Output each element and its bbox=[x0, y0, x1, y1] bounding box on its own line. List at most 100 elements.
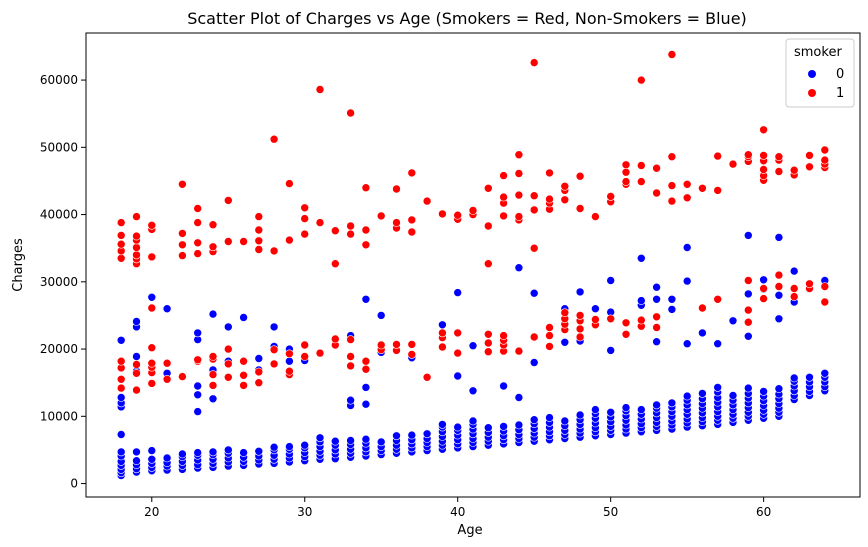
data-point-smoker-0 bbox=[468, 386, 478, 396]
y-tick-label: 30000 bbox=[40, 275, 78, 289]
data-point-smoker-0 bbox=[743, 289, 753, 299]
legend-box bbox=[785, 38, 855, 108]
data-point-smoker-0 bbox=[514, 263, 524, 273]
data-point-smoker-0 bbox=[636, 296, 646, 305]
data-point-smoker-0 bbox=[422, 429, 432, 439]
data-point-smoker-1 bbox=[453, 328, 463, 338]
data-point-smoker-1 bbox=[269, 246, 279, 256]
data-point-smoker-1 bbox=[698, 184, 707, 193]
data-point-smoker-0 bbox=[376, 311, 386, 320]
data-point-smoker-1 bbox=[743, 276, 753, 285]
data-point-smoker-0 bbox=[652, 282, 661, 292]
data-point-smoker-1 bbox=[224, 372, 233, 382]
data-point-smoker-1 bbox=[116, 218, 126, 227]
data-point-smoker-1 bbox=[514, 346, 524, 356]
data-point-smoker-1 bbox=[805, 151, 814, 160]
data-point-smoker-1 bbox=[269, 345, 279, 355]
data-point-smoker-1 bbox=[376, 211, 386, 221]
data-point-smoker-1 bbox=[560, 195, 570, 205]
data-point-smoker-1 bbox=[774, 152, 784, 161]
data-point-smoker-0 bbox=[208, 394, 218, 404]
data-point-smoker-1 bbox=[713, 151, 723, 161]
data-point-smoker-1 bbox=[621, 329, 631, 339]
data-point-smoker-1 bbox=[147, 343, 157, 353]
data-point-smoker-1 bbox=[392, 184, 401, 194]
data-point-smoker-1 bbox=[346, 335, 355, 344]
data-point-smoker-1 bbox=[285, 235, 294, 245]
data-point-smoker-0 bbox=[774, 314, 784, 324]
data-point-smoker-1 bbox=[300, 340, 310, 350]
data-point-smoker-1 bbox=[254, 236, 264, 246]
data-point-smoker-0 bbox=[162, 304, 172, 314]
plot-area: 20 30 40 50 60 0 10000 20000 30000 40000 50000 600… bbox=[40, 32, 861, 519]
data-point-smoker-1 bbox=[591, 315, 600, 324]
data-point-smoker-1 bbox=[575, 311, 585, 320]
data-point-smoker-1 bbox=[774, 282, 784, 291]
data-point-smoker-1 bbox=[315, 218, 325, 227]
data-point-smoker-0 bbox=[193, 448, 202, 457]
data-point-smoker-0 bbox=[116, 430, 126, 439]
data-point-smoker-1 bbox=[545, 168, 554, 178]
data-point-smoker-1 bbox=[667, 50, 677, 59]
data-point-smoker-0 bbox=[575, 410, 585, 420]
data-point-smoker-1 bbox=[575, 204, 585, 213]
data-point-smoker-1 bbox=[224, 344, 233, 354]
data-point-smoker-1 bbox=[162, 374, 172, 384]
data-point-smoker-0 bbox=[453, 371, 463, 381]
data-point-smoker-1 bbox=[636, 315, 646, 325]
data-point-smoker-0 bbox=[652, 294, 661, 304]
y-axis-ticks: 0 10000 20000 30000 40000 50000 60000 bbox=[40, 73, 86, 491]
data-point-smoker-1 bbox=[361, 240, 371, 250]
data-point-smoker-0 bbox=[560, 337, 570, 347]
x-tick-label: 20 bbox=[144, 505, 159, 519]
x-axis-label: Age bbox=[457, 523, 482, 538]
data-point-smoker-1 bbox=[178, 240, 187, 250]
data-point-smoker-1 bbox=[178, 180, 187, 189]
data-point-smoker-1 bbox=[483, 338, 493, 348]
data-point-smoker-0 bbox=[193, 407, 202, 416]
legend-marker-0 bbox=[808, 70, 816, 78]
data-point-smoker-0 bbox=[376, 437, 386, 447]
data-point-smoker-1 bbox=[514, 150, 524, 159]
data-point-smoker-1 bbox=[575, 332, 585, 342]
legend: smoker 0 1 bbox=[785, 38, 855, 108]
data-point-smoker-0 bbox=[346, 395, 355, 405]
data-point-smoker-1 bbox=[407, 340, 417, 349]
data-point-smoker-0 bbox=[514, 393, 524, 402]
data-point-smoker-1 bbox=[483, 184, 493, 193]
data-point-smoker-0 bbox=[438, 420, 447, 429]
x-tick-label: 40 bbox=[450, 505, 465, 519]
data-point-smoker-0 bbox=[743, 383, 753, 393]
data-point-smoker-0 bbox=[728, 391, 738, 400]
data-point-smoker-1 bbox=[285, 179, 294, 188]
data-point-smoker-0 bbox=[116, 393, 126, 402]
data-point-smoker-1 bbox=[254, 367, 264, 377]
data-point-smoker-0 bbox=[805, 372, 814, 382]
data-point-smoker-1 bbox=[147, 303, 157, 313]
data-point-smoker-0 bbox=[453, 422, 463, 432]
data-point-smoker-1 bbox=[361, 183, 371, 192]
data-point-smoker-0 bbox=[468, 341, 478, 351]
data-point-smoker-1 bbox=[636, 161, 646, 170]
data-point-smoker-1 bbox=[300, 203, 310, 213]
data-point-smoker-1 bbox=[774, 270, 784, 280]
x-tick-label: 50 bbox=[603, 505, 618, 519]
data-point-smoker-1 bbox=[193, 355, 202, 365]
data-point-smoker-1 bbox=[116, 374, 126, 384]
data-point-smoker-1 bbox=[789, 292, 799, 301]
data-point-smoker-1 bbox=[147, 379, 157, 388]
data-point-smoker-1 bbox=[376, 340, 386, 350]
data-point-smoker-0 bbox=[682, 276, 692, 286]
data-point-smoker-1 bbox=[407, 215, 417, 225]
y-tick-label: 10000 bbox=[40, 409, 78, 423]
data-point-smoker-0 bbox=[254, 354, 264, 363]
data-point-smoker-1 bbox=[438, 328, 447, 338]
data-point-smoker-1 bbox=[346, 352, 355, 361]
y-tick-label: 50000 bbox=[40, 140, 78, 154]
data-point-smoker-0 bbox=[239, 448, 248, 457]
data-point-smoker-1 bbox=[621, 160, 631, 170]
data-point-smoker-1 bbox=[529, 332, 539, 342]
data-point-smoker-1 bbox=[759, 151, 768, 160]
data-point-smoker-1 bbox=[346, 229, 355, 239]
